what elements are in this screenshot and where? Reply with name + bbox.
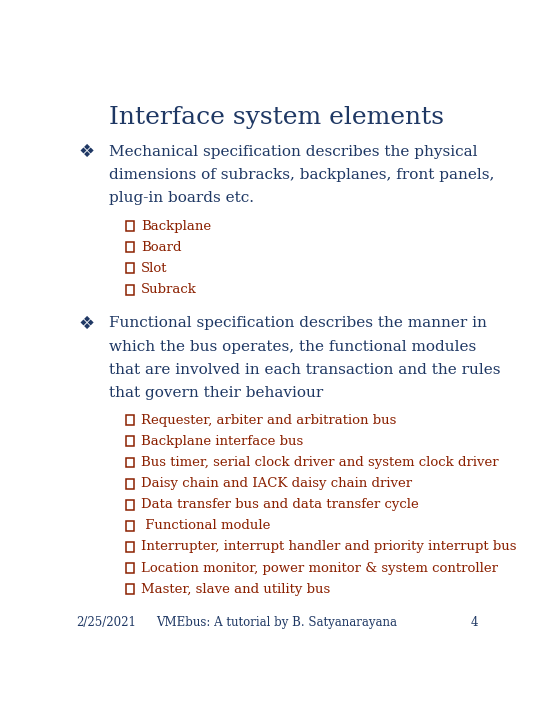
Bar [126,541,133,552]
Bar [126,584,133,594]
Text: Interface system elements: Interface system elements [109,106,444,129]
Text: dimensions of subracks, backplanes, front panels,: dimensions of subracks, backplanes, fron… [109,168,495,182]
Text: 2/25/2021: 2/25/2021 [76,616,136,629]
Text: ❖: ❖ [78,143,94,161]
Bar [126,500,133,510]
Text: Functional module: Functional module [141,519,270,532]
Bar [126,457,133,467]
Text: Backplane interface bus: Backplane interface bus [141,435,303,448]
Text: which the bus operates, the functional modules: which the bus operates, the functional m… [109,340,477,354]
Text: ❖: ❖ [78,315,94,333]
Text: 4: 4 [470,616,478,629]
Text: plug-in boards etc.: plug-in boards etc. [109,192,254,205]
Text: Daisy chain and IACK daisy chain driver: Daisy chain and IACK daisy chain driver [141,477,412,490]
Bar [126,563,133,573]
Bar [126,221,133,231]
Bar [126,264,133,274]
Text: Slot: Slot [141,262,167,275]
Text: Requester, arbiter and arbitration bus: Requester, arbiter and arbitration bus [141,414,396,427]
Text: Mechanical specification describes the physical: Mechanical specification describes the p… [109,145,478,158]
Text: that are involved in each transaction and the rules: that are involved in each transaction an… [109,363,501,377]
Text: Backplane: Backplane [141,220,211,233]
Text: Functional specification describes the manner in: Functional specification describes the m… [109,317,487,330]
Text: Master, slave and utility bus: Master, slave and utility bus [141,582,330,595]
Text: that govern their behaviour: that govern their behaviour [109,387,323,400]
Bar [126,436,133,446]
Text: Subrack: Subrack [141,283,197,296]
Text: Data transfer bus and data transfer cycle: Data transfer bus and data transfer cycl… [141,498,418,511]
Bar [126,243,133,253]
Text: VMEbus: A tutorial by B. Satyanarayana: VMEbus: A tutorial by B. Satyanarayana [156,616,397,629]
Bar [126,479,133,489]
Text: Board: Board [141,241,181,254]
Text: Interrupter, interrupt handler and priority interrupt bus: Interrupter, interrupt handler and prior… [141,541,516,554]
Bar [126,284,133,294]
Text: Location monitor, power monitor & system controller: Location monitor, power monitor & system… [141,562,498,575]
Text: Bus timer, serial clock driver and system clock driver: Bus timer, serial clock driver and syste… [141,456,498,469]
Bar [126,415,133,426]
Bar [126,521,133,531]
